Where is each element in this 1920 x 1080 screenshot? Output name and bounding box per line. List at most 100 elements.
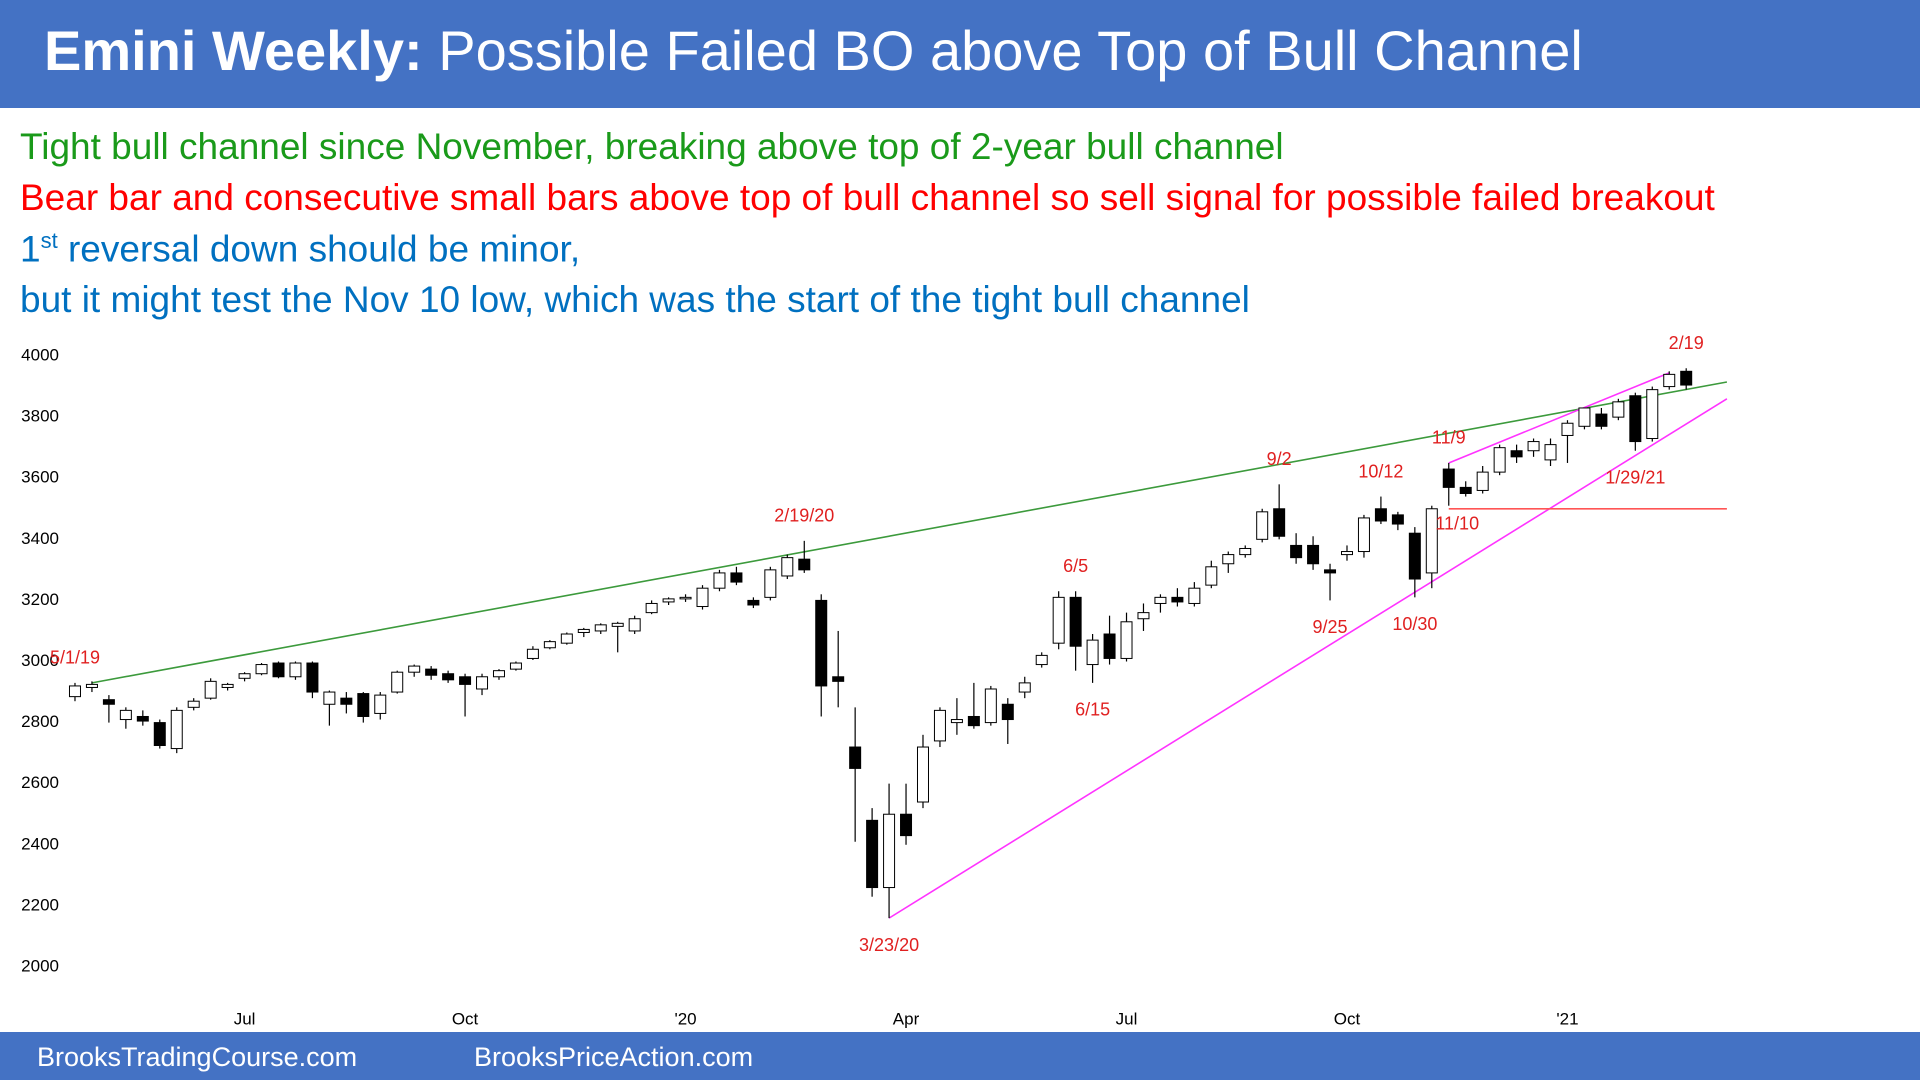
candle-body [204,680,217,699]
candle-body [1493,447,1506,473]
candle-body [1188,587,1201,604]
title-rest: Possible Failed BO above Top of Bull Cha… [438,19,1583,82]
candle-body [1086,639,1099,666]
candle-body [577,628,590,633]
candle-body [798,558,811,571]
candle-body [1425,508,1438,574]
candle-body [1357,517,1370,553]
candle-body [408,665,421,673]
annotation: 3/23/20 [859,935,919,955]
candle-body [85,683,98,688]
candle-body [1612,401,1625,418]
chart: 2000 2200 2400 2600 2800 3000 3200 3400 3600 3800… [21,333,1728,1028]
candle-body [1476,471,1489,491]
y-tick-label: 3800 [21,407,59,426]
y-tick-label: 2000 [21,956,59,975]
candle-body [1561,422,1574,436]
candle-body [900,813,913,837]
candle-body [679,596,692,600]
candle-body [340,697,353,705]
note: Tight bull channel since November, break… [20,126,1284,167]
candle-body [1103,633,1116,659]
candle-body [611,622,624,627]
candle-body [1222,554,1235,565]
x-tick-label: Oct [452,1009,479,1028]
candle-body [1680,370,1693,386]
candle-body [1374,508,1387,522]
note: 1st reversal down should be minor, [20,228,580,270]
annotation: 6/5 [1063,556,1088,576]
y-tick-label: 3600 [21,468,59,487]
candle-body [662,598,675,603]
candle-body [526,648,539,659]
candle-body [187,700,200,708]
trend-line [1448,372,1670,464]
candle-body [950,719,963,724]
candle-body [492,670,505,678]
candle-body [136,715,149,722]
candle-body [1527,441,1540,452]
title: Emini Weekly: Possible Failed BO above T… [44,18,1583,83]
y-tick-label: 4000 [21,346,59,365]
candle-body [1324,569,1337,574]
y-tick-label: 3000 [21,651,59,670]
y-tick-label: 2400 [21,834,59,853]
candle-body [730,572,743,583]
annotation: 11/9 [1432,428,1466,448]
candle-body [1154,596,1167,604]
note-part: reversal down should be minor, [57,228,581,270]
candle-body [1239,547,1252,556]
candle-body [1629,395,1642,443]
candle-body [1663,373,1676,388]
footer-link: BrooksPriceAction.com [474,1042,754,1072]
candle-body [1018,682,1031,693]
candle-body [119,709,132,721]
y-tick-label: 3400 [21,529,59,548]
candle-body [459,676,472,685]
candle-body [425,668,438,676]
candle-body [1391,514,1404,525]
x-tick-label: Jul [1116,1009,1138,1028]
candle-body [1205,566,1218,586]
candle-body [1290,544,1303,559]
candle-body [509,662,522,670]
candle-body [1595,413,1608,427]
x-tick-label: '21 [1556,1009,1578,1028]
candle-body [306,662,319,693]
candle-body [442,673,455,681]
candle-body [1646,389,1659,440]
candle-body [594,624,607,632]
trend-line [888,398,1728,919]
candle-body [1137,612,1150,620]
footer-link: BrooksTradingCourse.com [37,1042,358,1072]
candle-body [916,746,929,803]
candle-body [764,569,777,598]
note: Bear bar and consecutive small bars abov… [20,177,1715,218]
x-tick-label: '20 [674,1009,696,1028]
candle-body [1307,544,1320,565]
candle-body [1001,703,1014,721]
candle-body [560,633,573,644]
annotation: 2/19/20 [774,506,834,526]
annotation: 5/1/19 [50,648,100,668]
candle-body [967,715,980,727]
x-tick-label: Jul [234,1009,256,1028]
x-tick-label: Apr [893,1009,920,1028]
candle-body [1544,444,1557,461]
annotation: 10/30 [1392,614,1437,634]
candle-body [238,673,251,679]
candle-body [781,557,794,577]
y-tick-label: 3200 [21,590,59,609]
annotation: 10/12 [1358,461,1403,481]
candle-body [289,662,302,678]
candle-body [1035,654,1048,666]
candle-body [476,676,489,690]
title-bold: Emini Weekly: [44,19,423,82]
candle-body [1171,596,1184,603]
annotation: 6/15 [1075,700,1110,720]
annotation: 2/19 [1669,333,1704,353]
candle-body [747,599,760,606]
candle-body [628,618,641,632]
candle-body [1442,468,1455,488]
note-part: 1 [20,228,41,270]
